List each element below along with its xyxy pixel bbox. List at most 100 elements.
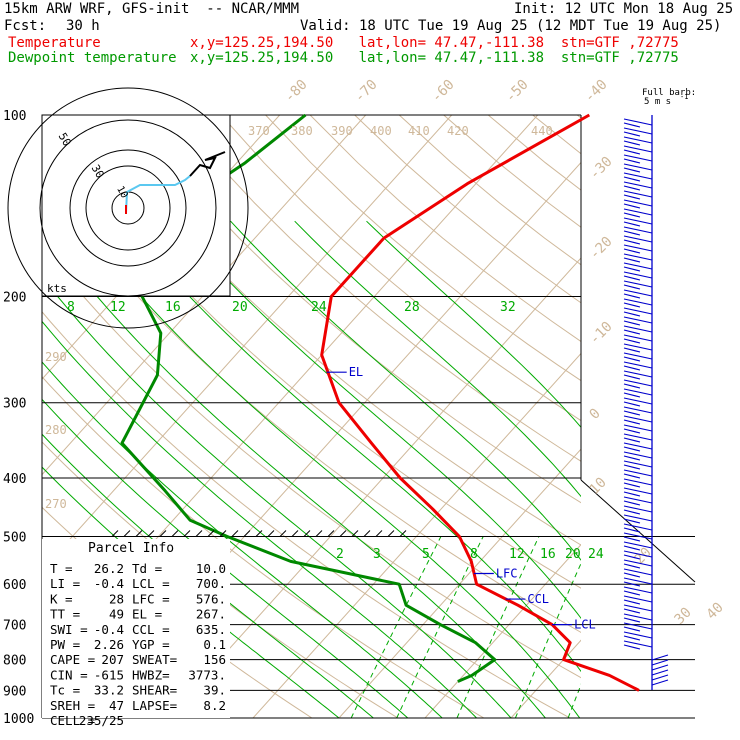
- wind-barb-half: [623, 410, 641, 416]
- isotherm-line: [166, 257, 581, 718]
- wind-barb-half: [623, 644, 641, 650]
- wind-barb: [623, 442, 653, 450]
- parcel-info-cell: 3773.: [188, 667, 226, 682]
- moist-adiabat-line: [294, 220, 581, 498]
- parcel-info-cell: 576.: [196, 591, 226, 606]
- moist-adiabat-line: [42, 361, 443, 718]
- parcel-info-cell: -615: [94, 667, 124, 682]
- parcel-info-cell: K =: [50, 591, 73, 606]
- wind-barb: [623, 514, 653, 522]
- theta-label: 440: [531, 124, 553, 138]
- wind-barb: [623, 604, 653, 612]
- wind-barb: [623, 370, 653, 378]
- wind-barb-half: [623, 374, 641, 380]
- freezing-hatch: [327, 530, 335, 537]
- wind-barb-half: [623, 491, 641, 497]
- wind-barb-half: [623, 302, 641, 308]
- wind-barb-half: [623, 545, 641, 551]
- wind-barb: [623, 397, 653, 405]
- wind-barb-half: [623, 221, 641, 227]
- wind-barbs: [623, 115, 669, 690]
- wind-barb: [623, 118, 653, 126]
- parcel-info-cell: LI =: [50, 576, 80, 591]
- wind-barb: [623, 451, 653, 459]
- wind-barb: [623, 253, 653, 261]
- hodograph-ring: [7, 87, 249, 329]
- wind-barb: [623, 235, 653, 243]
- hodograph-trace-high: [189, 151, 226, 177]
- temperature-tick-label: -10: [587, 319, 616, 348]
- wind-barb: [623, 388, 653, 396]
- freezing-hatch: [291, 530, 299, 537]
- wind-barb: [623, 226, 653, 234]
- mixing-ratio-line: [350, 536, 442, 718]
- dry-adiabat-line: [622, 115, 740, 718]
- parcel-info-cell: 10.0: [196, 561, 226, 576]
- moist-adiabat-label: 8: [67, 300, 75, 315]
- freezing-hatch: [171, 530, 179, 537]
- parcel-info-cell: 39.: [203, 683, 226, 698]
- wind-barb: [623, 154, 653, 162]
- wind-barb: [623, 487, 653, 495]
- temperature-tick-label: -20: [587, 234, 616, 263]
- wind-barb: [623, 145, 653, 153]
- hodograph-ring: [69, 149, 187, 267]
- parcel-info-cell: 28: [109, 591, 124, 606]
- freezing-hatch: [231, 530, 239, 537]
- parcel-info-cell: EL =: [132, 607, 162, 622]
- isotherm-line: [424, 543, 581, 718]
- wind-barb-half: [623, 194, 641, 200]
- mixing-ratio-line: [396, 536, 484, 718]
- freezing-hatch: [315, 530, 323, 537]
- moist-adiabat-label: 16: [165, 300, 181, 315]
- parcel-info-cell: 33.2: [94, 683, 124, 698]
- freezing-hatch: [219, 530, 227, 537]
- wind-barb-half: [623, 527, 641, 533]
- hodograph: 50 30 10 kts: [7, 87, 249, 329]
- wind-barb-low: [651, 654, 669, 661]
- parcel-info-cell: 635.: [196, 622, 226, 637]
- temperature-tick-label: -50: [503, 77, 532, 106]
- wind-barb-half: [623, 230, 641, 236]
- parcel-info-cell: 700.: [196, 576, 226, 591]
- moist-adiabat-line: [230, 220, 581, 561]
- parcel-info-title: Parcel Info: [88, 541, 174, 556]
- wind-barb: [623, 190, 653, 198]
- wind-barb: [623, 550, 653, 558]
- wind-barb: [623, 631, 653, 639]
- wind-barb: [623, 478, 653, 486]
- wind-barb-half: [623, 437, 641, 443]
- wind-barb-half: [623, 365, 641, 371]
- isotherm-line: [597, 115, 740, 718]
- wind-barb-half: [623, 563, 641, 569]
- wind-barb: [623, 424, 653, 432]
- moist-adiabat-line: [42, 320, 477, 718]
- parcel-info-cell: SHEAR=: [132, 683, 177, 698]
- temperature-tick-label: -80: [282, 77, 311, 106]
- dry-adiabat-line: [176, 115, 581, 462]
- wind-barb: [623, 289, 653, 297]
- wind-barb-half: [623, 266, 641, 272]
- wind-barb-half: [623, 275, 641, 281]
- wind-barb: [623, 307, 653, 315]
- wind-barb-half: [623, 608, 641, 614]
- wind-barb-low: [651, 659, 669, 666]
- wind-barb: [623, 361, 653, 369]
- dry-adiabat-line: [42, 115, 581, 589]
- parcel-info-cell: 267.: [196, 607, 226, 622]
- wind-barb: [623, 613, 653, 621]
- parcel-info-cell: TT =: [50, 607, 80, 622]
- wind-barb-half: [623, 581, 641, 587]
- hodograph-trace-low: [125, 175, 191, 214]
- parcel-info-cell: SREH =: [50, 698, 95, 713]
- moist-adiabat-label: 32: [500, 300, 516, 315]
- wind-barb: [623, 208, 653, 216]
- dry-adiabat-line: [666, 115, 740, 718]
- dry-adiabat-line: [220, 115, 581, 422]
- wind-barb: [623, 559, 653, 567]
- wind-barb-half: [623, 185, 641, 191]
- pressure-tick-label: 700: [3, 619, 26, 634]
- dry-adiabat-line: [42, 245, 581, 679]
- temperature-tick-label: -40: [582, 77, 611, 106]
- wind-barb-half: [623, 626, 641, 632]
